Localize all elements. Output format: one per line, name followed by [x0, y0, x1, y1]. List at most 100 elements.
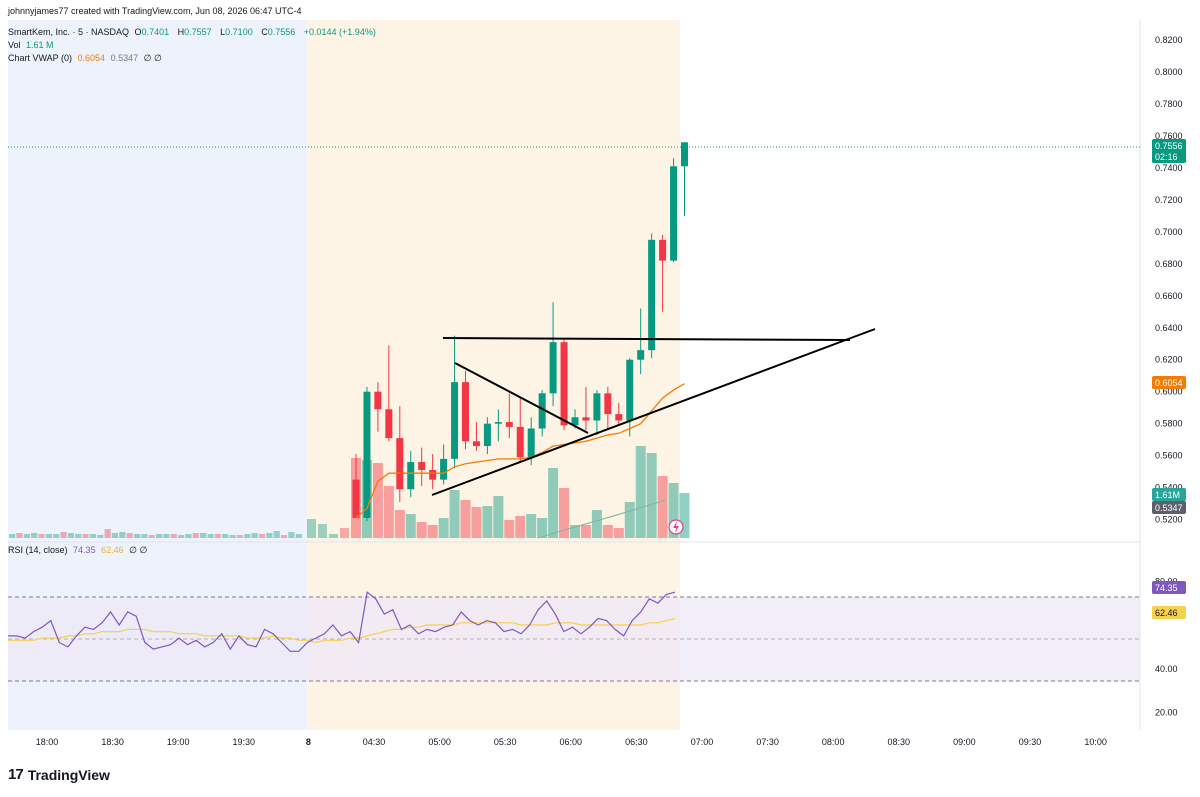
rsi-layer: [8, 591, 676, 652]
candle: [560, 338, 568, 431]
volume-bar: [185, 534, 192, 538]
volume-bar: [438, 518, 449, 538]
volume-bar: [258, 534, 266, 538]
volume-bar: [31, 533, 38, 538]
volume-bar: [548, 468, 559, 538]
volume-bar: [591, 510, 602, 538]
x-tick-label: 04:30: [363, 737, 386, 747]
y-tick-label: 0.5600: [1155, 451, 1183, 461]
candle: [440, 444, 448, 485]
volume-bar: [53, 534, 60, 538]
rsi-band: [8, 597, 1140, 681]
rsi-value: 74.35: [73, 545, 96, 555]
volume-bar: [383, 486, 394, 538]
vwap-line: [355, 383, 685, 519]
volume-bar: [266, 533, 273, 538]
volume-bar: [97, 535, 104, 538]
candle: [494, 409, 502, 442]
x-tick-label: 09:30: [1019, 737, 1042, 747]
volume-bar: [537, 518, 548, 538]
volume-bar: [394, 510, 405, 538]
y-tick-label: 0.7400: [1155, 163, 1183, 173]
ohlc-o: O0.7401: [135, 27, 173, 37]
volume-bar: [635, 446, 646, 538]
y-tick-label: 0.5400: [1155, 483, 1183, 493]
vwap-extra: ∅ ∅: [143, 53, 162, 63]
rsi-axis-label: 74.35: [1152, 581, 1186, 594]
vol-value: 1.61 M: [26, 40, 54, 50]
rsi-label: RSI (14, close): [8, 545, 68, 555]
volume-bar: [273, 531, 280, 538]
volume-bar: [580, 525, 591, 538]
rsi-axis-value: 74.35: [1155, 583, 1178, 593]
ohlc-h: H0.7557: [178, 27, 215, 37]
y-tick-label: 0.8200: [1155, 35, 1183, 45]
candle: [396, 406, 404, 503]
vol-label: Vol: [8, 40, 21, 50]
volume-ma-axis-label: 0.5347: [1152, 501, 1186, 514]
volume-bar: [624, 502, 635, 538]
time-axis-ticks: 18:00 18:30 19:00 19:30 8 04:30 05:00 05:30 06:0…: [36, 737, 1107, 747]
volume-bar: [111, 533, 119, 538]
x-tick-label: 05:30: [494, 737, 517, 747]
volume-bar: [515, 516, 526, 538]
volume-bar: [170, 534, 177, 538]
volume-bar: [679, 493, 690, 538]
l-value: 0.7100: [225, 27, 253, 37]
candle: [648, 233, 656, 359]
y-tick-label: 0.5200: [1155, 515, 1183, 525]
volume-axis-label: 1.61M: [1152, 488, 1186, 501]
volume-bar: [613, 528, 624, 538]
volume-bar: [148, 535, 155, 538]
price-axis-ticks: 0.5200 0.5400 0.5600 0.5800 0.6000 0.6200 0.64…: [1155, 35, 1183, 525]
volume-bar: [668, 483, 679, 538]
candle: [681, 142, 688, 216]
y-tick-label: 0.6000: [1155, 387, 1183, 397]
volume-bar: [244, 534, 251, 538]
volume-bar: [471, 507, 482, 538]
x-tick-label: 05:00: [428, 737, 451, 747]
volume-bar: [329, 534, 338, 538]
lightning-icon[interactable]: [668, 519, 684, 535]
x-tick-label: 19:00: [167, 737, 190, 747]
candle: [374, 382, 382, 432]
candle: [429, 454, 437, 490]
volume-bar: [23, 534, 30, 538]
ascending-support-trendline: [431, 328, 876, 496]
candle: [462, 370, 469, 450]
x-tick-label: 09:00: [953, 737, 976, 747]
h-value: 0.7557: [184, 27, 212, 37]
symbol-title: SmartKem, Inc. · 5 · NASDAQ: [8, 27, 130, 37]
vwap-axis-label: 0.6054: [1152, 376, 1186, 389]
candle: [593, 390, 601, 435]
volume-bar: [405, 514, 416, 538]
candle: [659, 235, 667, 312]
vwap-value-2: 0.5347: [110, 53, 139, 63]
rsi-tick-label: 20.00: [1155, 708, 1178, 718]
rsi-ma-axis-label: 62.46: [1152, 606, 1186, 619]
volume-bar: [222, 534, 229, 538]
volume-bar: [75, 534, 82, 538]
x-tick-label: 06:00: [560, 737, 583, 747]
candle: [670, 158, 678, 263]
descending-trendline: [454, 362, 589, 434]
vwap-label: Chart VWAP (0): [8, 53, 73, 63]
x-tick-label: 08:30: [888, 737, 911, 747]
volume-bar: [372, 463, 383, 538]
volume-bar: [288, 532, 295, 538]
volume-bar: [207, 534, 214, 538]
candle: [472, 422, 480, 451]
volume-bar: [493, 496, 504, 538]
candle: [615, 402, 623, 426]
rsi-ma-axis-value: 62.46: [1155, 608, 1178, 618]
candle: [604, 386, 612, 431]
volume-bar: [236, 535, 244, 538]
c-label: C: [261, 27, 268, 37]
x-tick-label: 10:00: [1084, 737, 1107, 747]
last-price-value: 0.7556: [1155, 141, 1183, 151]
volume-bar: [526, 514, 537, 538]
y-tick-label: 0.7200: [1155, 195, 1183, 205]
x-tick-label: 18:00: [36, 737, 59, 747]
volume-bar: [280, 535, 288, 538]
